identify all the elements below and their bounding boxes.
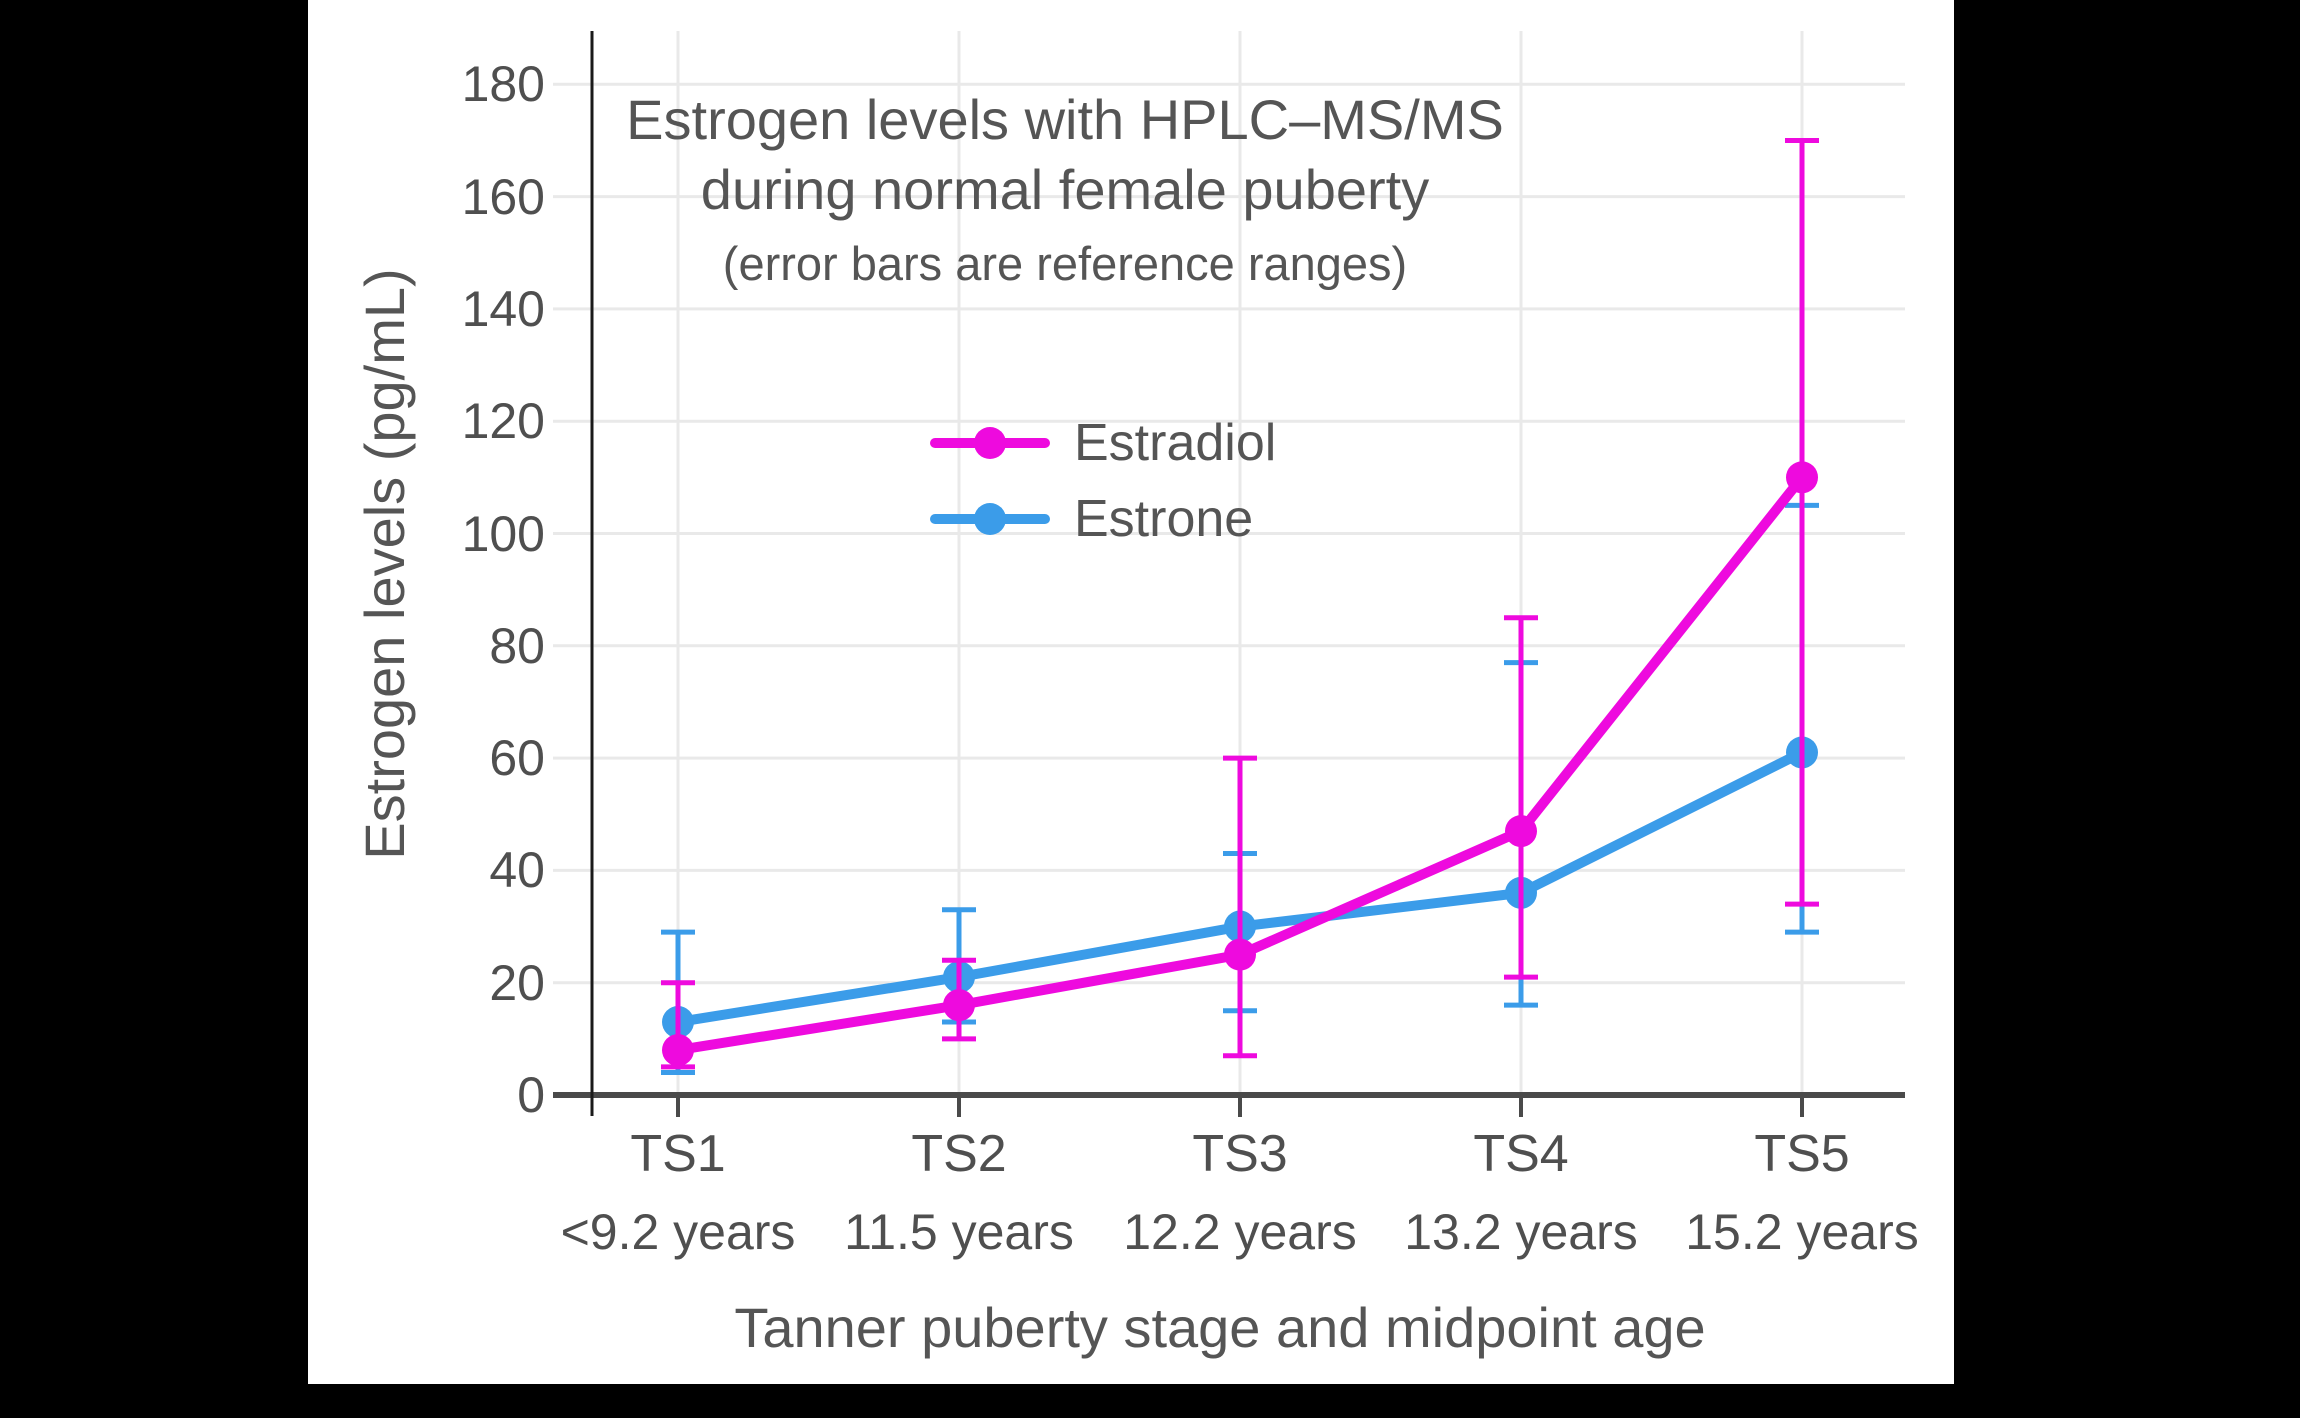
chart-title-line1: Estrogen levels with HPLC–MS/MS (626, 88, 1504, 151)
x-tick-label-TS1: TS1 (630, 1125, 726, 1183)
x-age-label-TS2: 11.5 years (844, 1204, 1074, 1260)
legend-marker-estradiol (974, 427, 1006, 459)
estradiol-point-TS2 (943, 989, 975, 1022)
x-age-label-TS3: 12.2 years (1123, 1204, 1357, 1260)
y-tick-label-160: 160 (461, 168, 545, 225)
x-tick-label-TS2: TS2 (911, 1125, 1007, 1183)
y-tick-label-20: 20 (489, 954, 545, 1011)
y-tick-label-40: 40 (489, 842, 545, 899)
chart-card: Estrogen levels with HPLC–MS/MS during n… (308, 0, 1954, 1384)
x-age-label-TS1: <9.2 years (560, 1204, 796, 1260)
legend-label-estradiol: Estradiol (1074, 414, 1277, 472)
chart-subtitle: (error bars are reference ranges) (722, 237, 1408, 290)
y-tick-label-180: 180 (461, 56, 545, 113)
estradiol-point-TS4 (1505, 815, 1537, 848)
x-tick-label-TS5: TS5 (1754, 1125, 1850, 1183)
legend-label-estrone: Estrone (1074, 490, 1254, 548)
estradiol-point-TS5 (1786, 461, 1818, 494)
x-age-label-TS4: 13.2 years (1404, 1204, 1638, 1260)
y-tick-label-100: 100 (461, 505, 545, 562)
legend-marker-estrone (974, 503, 1006, 535)
plot-area (553, 31, 1905, 1117)
y-tick-label-60: 60 (489, 730, 545, 787)
chart-title-line2: during normal female puberty (700, 158, 1430, 221)
estradiol-point-TS1 (662, 1034, 694, 1067)
y-tick-label-80: 80 (489, 617, 545, 674)
x-axis-title: Tanner puberty stage and midpoint age (734, 1296, 1706, 1359)
y-tick-label-0: 0 (517, 1067, 545, 1123)
x-tick-label-TS4: TS4 (1473, 1125, 1569, 1183)
y-tick-label-120: 120 (461, 393, 545, 450)
y-tick-label-140: 140 (461, 280, 545, 337)
estradiol-point-TS3 (1224, 938, 1256, 971)
x-age-label-TS5: 15.2 years (1685, 1204, 1919, 1260)
x-tick-label-TS3: TS3 (1192, 1125, 1288, 1183)
